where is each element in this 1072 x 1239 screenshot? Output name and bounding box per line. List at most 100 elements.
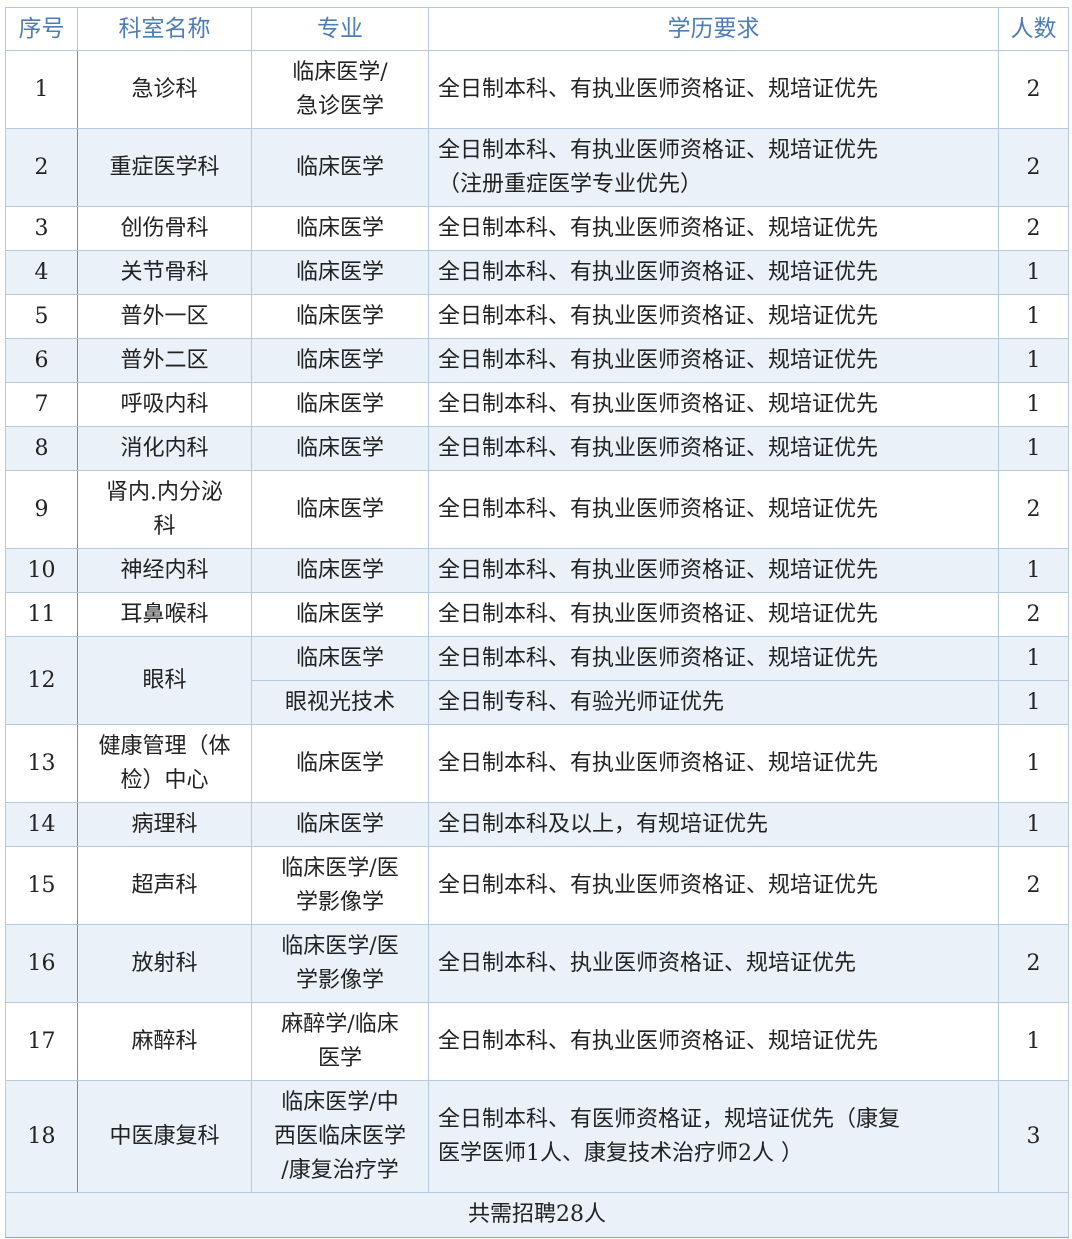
table-row: 18 中医康复科 临床医学/中 西医临床医学 /康复治疗学 全日制本科、有医师资格证，… (5, 1080, 1069, 1193)
department-name: 普外一区 (77, 294, 252, 339)
major: 麻醉学/临床 医学 (251, 1002, 429, 1081)
row-number: 4 (5, 250, 78, 295)
requirement: 全日制本科、有执业医师资格证、规培证优先 (428, 636, 999, 681)
row-number: 7 (5, 382, 78, 427)
row-number: 18 (5, 1080, 78, 1193)
row-number: 3 (5, 206, 78, 251)
requirement: 全日制本科、有执业医师资格证、规培证优先 （注册重症医学专业优先） (428, 128, 999, 207)
requirement: 全日制本科、有执业医师资格证、规培证优先 (428, 206, 999, 251)
requirement: 全日制本科、有执业医师资格证、规培证优先 (428, 382, 999, 427)
headcount: 2 (998, 924, 1069, 1003)
headcount: 1 (998, 338, 1069, 383)
row-number: 15 (5, 846, 78, 925)
header-dept: 科室名称 (77, 7, 252, 51)
requirement: 全日制本科、执业医师资格证、规培证优先 (428, 924, 999, 1003)
table-row: 14 病理科 临床医学 全日制本科及以上，有规培证优先 1 (5, 802, 1069, 847)
headcount: 1 (998, 426, 1069, 471)
major: 临床医学 (251, 382, 429, 427)
major: 临床医学 (251, 548, 429, 593)
department-name: 麻醉科 (77, 1002, 252, 1081)
headcount: 2 (998, 470, 1069, 549)
header-requirement: 学历要求 (428, 7, 999, 51)
table-row: 15 超声科 临床医学/医 学影像学 全日制本科、有执业医师资格证、规培证优先 2 (5, 846, 1069, 925)
department-name: 超声科 (77, 846, 252, 925)
row-number: 14 (5, 802, 78, 847)
department-name: 消化内科 (77, 426, 252, 471)
headcount: 2 (998, 50, 1069, 129)
requirement: 全日制本科及以上，有规培证优先 (428, 802, 999, 847)
major: 临床医学 (251, 250, 429, 295)
headcount: 1 (998, 548, 1069, 593)
requirement: 全日制本科、有医师资格证，规培证优先（康复 医学医师1人、康复技术治疗师2人 ） (428, 1080, 999, 1193)
department-name: 中医康复科 (77, 1080, 252, 1193)
major: 临床医学/医 学影像学 (251, 846, 429, 925)
department-name: 关节骨科 (77, 250, 252, 295)
department-name: 普外二区 (77, 338, 252, 383)
table-row: 13 健康管理（体 检）中心 临床医学 全日制本科、有执业医师资格证、规培证优先 1 (5, 724, 1069, 803)
headcount: 1 (998, 250, 1069, 295)
row-number: 17 (5, 1002, 78, 1081)
requirement: 全日制本科、有执业医师资格证、规培证优先 (428, 548, 999, 593)
major: 临床医学 (251, 426, 429, 471)
table-row: 9 肾内.内分泌 科临床医学 全日制本科、有执业医师资格证、规培证优先 2 (5, 470, 1069, 549)
requirement: 全日制本科、有执业医师资格证、规培证优先 (428, 724, 999, 803)
table-row: 12 眼科 临床医学 全日制本科、有执业医师资格证、规培证优先 1 (5, 636, 1069, 725)
row-number: 9 (5, 470, 78, 549)
headcount: 1 (998, 636, 1069, 681)
department-name: 病理科 (77, 802, 252, 847)
requirement: 全日制本科、有执业医师资格证、规培证优先 (428, 250, 999, 295)
department-name: 神经内科 (77, 548, 252, 593)
row-number: 11 (5, 592, 78, 637)
header-no: 序号 (5, 7, 78, 51)
department-name: 放射科 (77, 924, 252, 1003)
headcount: 1 (998, 802, 1069, 847)
row-number: 6 (5, 338, 78, 383)
table-row: 8 消化内科 临床医学 全日制本科、有执业医师资格证、规培证优先 1 (5, 426, 1069, 471)
requirement: 全日制本科、有执业医师资格证、规培证优先 (428, 338, 999, 383)
table-row: 11 耳鼻喉科 临床医学 全日制本科、有执业医师资格证、规培证优先 2 (5, 592, 1069, 637)
row-number: 1 (5, 50, 78, 129)
headcount: 2 (998, 128, 1069, 207)
row-number: 13 (5, 724, 78, 803)
major: 临床医学 (251, 128, 429, 207)
total-row: 共需招聘28人 (5, 1192, 1069, 1238)
department-name: 眼科 (77, 636, 252, 725)
headcount: 1 (998, 382, 1069, 427)
table-row: 6 普外二区 临床医学 全日制本科、有执业医师资格证、规培证优先 1 (5, 338, 1069, 383)
headcount: 2 (998, 592, 1069, 637)
major: 眼视光技术 (251, 680, 429, 725)
department-name: 耳鼻喉科 (77, 592, 252, 637)
table-row: 10 神经内科 临床医学 全日制本科、有执业医师资格证、规培证优先 1 (5, 548, 1069, 593)
department-name: 创伤骨科 (77, 206, 252, 251)
requirement: 全日制本科、有执业医师资格证、规培证优先 (428, 50, 999, 129)
headcount: 2 (998, 206, 1069, 251)
major: 临床医学 (251, 724, 429, 803)
headcount: 1 (998, 1002, 1069, 1081)
table-row: 3 创伤骨科 临床医学 全日制本科、有执业医师资格证、规培证优先 2 (5, 206, 1069, 251)
requirement: 全日制本科、有执业医师资格证、规培证优先 (428, 1002, 999, 1081)
major: 临床医学 (251, 802, 429, 847)
row-number: 8 (5, 426, 78, 471)
row-number: 12 (5, 636, 78, 725)
major: 临床医学 (251, 206, 429, 251)
department-name: 急诊科 (77, 50, 252, 129)
requirement: 全日制专科、有验光师证优先 (428, 680, 999, 725)
major: 临床医学 (251, 470, 429, 549)
table-row: 1 急诊科 临床医学/ 急诊医学 全日制本科、有执业医师资格证、规培证优先 2 (5, 50, 1069, 129)
header-row: 序号 科室名称 专业 学历要求 人数 (5, 7, 1069, 51)
table-row: 17 麻醉科 麻醉学/临床 医学 全日制本科、有执业医师资格证、规培证优先 1 (5, 1002, 1069, 1081)
header-count: 人数 (998, 7, 1069, 51)
table-row: 4 关节骨科 临床医学 全日制本科、有执业医师资格证、规培证优先 1 (5, 250, 1069, 295)
department-name: 呼吸内科 (77, 382, 252, 427)
row-number: 10 (5, 548, 78, 593)
header-major: 专业 (251, 7, 429, 51)
headcount: 1 (998, 294, 1069, 339)
major: 临床医学 (251, 338, 429, 383)
department-name: 肾内.内分泌 科 (77, 470, 252, 549)
headcount: 1 (998, 724, 1069, 803)
headcount: 1 (998, 680, 1069, 725)
row-number: 5 (5, 294, 78, 339)
requirement: 全日制本科、有执业医师资格证、规培证优先 (428, 294, 999, 339)
table-row: 5 普外一区 临床医学 全日制本科、有执业医师资格证、规培证优先 1 (5, 294, 1069, 339)
row-number: 16 (5, 924, 78, 1003)
